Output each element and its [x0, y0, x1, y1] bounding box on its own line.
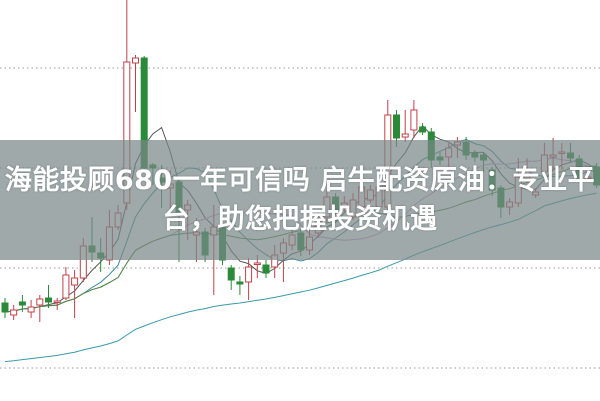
candle-up [62, 274, 70, 299]
candle-up [401, 133, 409, 138]
candle-up [410, 109, 418, 131]
candle-down [227, 267, 235, 281]
candle-down [1, 302, 9, 313]
candle-down [393, 114, 400, 139]
candle-up [10, 309, 18, 316]
headline-line-2: 台，助您把握投资机遇 [162, 204, 438, 235]
candle-up [71, 277, 79, 286]
candle-up [53, 300, 61, 303]
candle-down [419, 126, 427, 133]
headline-banner: 海能投顾680一年可信吗 启牛配资原油：专业平 台，助您把握投资机遇 [0, 140, 600, 260]
candle-up [36, 298, 44, 306]
candle-up [27, 306, 35, 313]
candle-down [45, 297, 52, 303]
candle-down [262, 264, 270, 274]
headline-line-1: 海能投顾680一年可信吗 启牛配资原油：专业平 [4, 165, 596, 196]
candle-up [245, 266, 253, 283]
candle-down [18, 301, 26, 306]
candle-up [253, 262, 261, 265]
candle-up [132, 57, 139, 64]
candle-down [236, 281, 244, 285]
